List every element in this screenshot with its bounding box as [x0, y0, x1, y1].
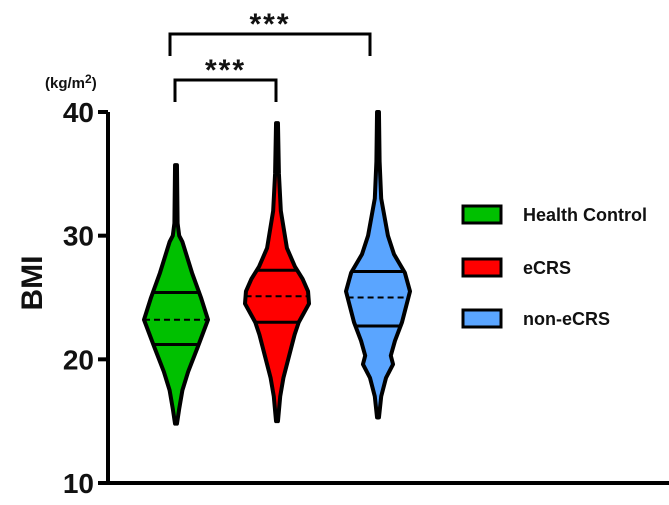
violin-health-control: [142, 163, 210, 426]
y-unit-sup: 2: [85, 72, 92, 86]
legend-label: eCRS: [523, 258, 571, 278]
violin-non-ecrs: [344, 110, 412, 420]
legend-label: Health Control: [523, 205, 647, 225]
y-tick-label: 10: [63, 468, 94, 499]
significance-label: ***: [249, 8, 290, 41]
y-unit-suffix: ): [92, 75, 97, 92]
y-tick-label: 40: [63, 97, 94, 128]
y-unit-label: (kg/m2): [45, 72, 97, 92]
y-tick-label: 20: [63, 344, 94, 375]
legend-swatch: [461, 257, 503, 278]
legend-item: Health Control: [461, 204, 647, 225]
legend-label: non-eCRS: [523, 309, 610, 329]
violins: [142, 110, 412, 426]
significance-brackets: ******: [168, 8, 372, 102]
violin-body: [142, 163, 210, 426]
significance-bracket: [168, 32, 372, 56]
legend: Health Control eCRS non-eCRS: [461, 204, 647, 329]
legend-swatch: [461, 204, 503, 225]
violin-body: [243, 121, 311, 424]
y-tick-label: 30: [63, 221, 94, 252]
y-axis: 10 20 30 40: [63, 97, 669, 499]
legend-swatch: [461, 308, 503, 329]
y-axis-label: BMI: [16, 256, 49, 311]
significance-bracket: [173, 78, 278, 102]
significance-label: ***: [205, 54, 246, 87]
legend-item: non-eCRS: [461, 308, 610, 329]
violin-body: [344, 110, 412, 420]
y-unit-prefix: (kg/m: [45, 75, 85, 92]
legend-item: eCRS: [461, 257, 571, 278]
violin-ecrs: [243, 121, 311, 424]
